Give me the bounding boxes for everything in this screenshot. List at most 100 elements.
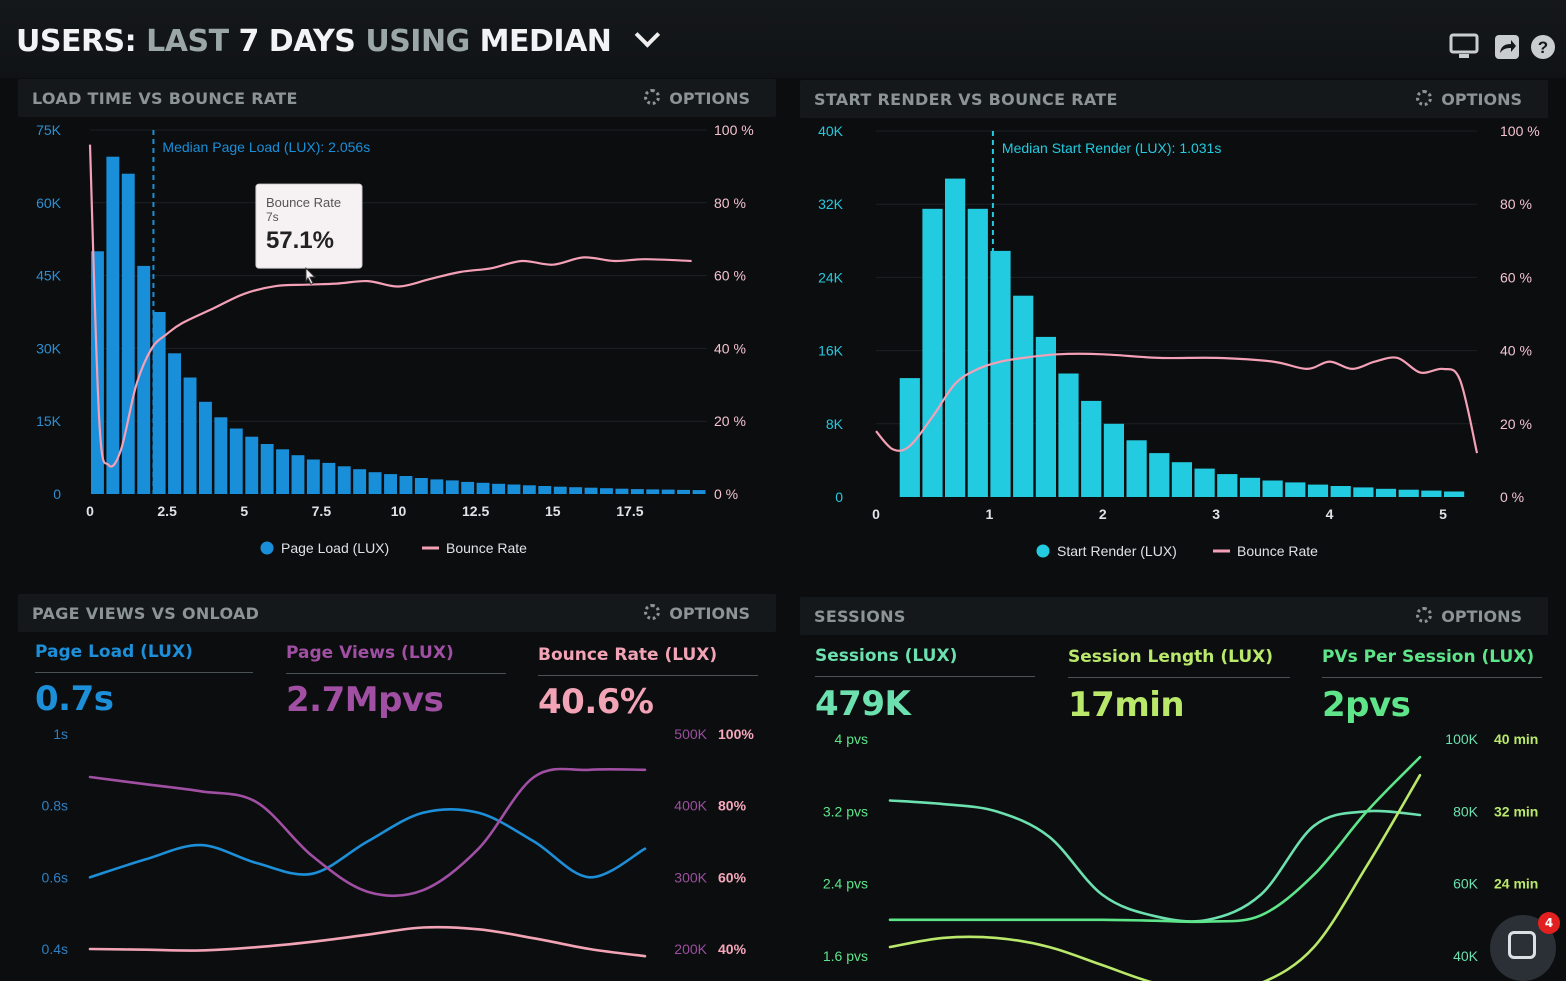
stat-label: Sessions (LUX) [815,646,958,666]
y2-tick-label: 500K [674,726,707,742]
histogram-bar [646,489,660,494]
y-tick-label: 0.4s [42,941,68,957]
histogram-bar [1239,477,1261,497]
panel-title: SESSIONS [814,607,906,626]
monitor-icon[interactable] [1449,33,1479,60]
start-render-chart: 0 8K 16K 24K 32K 40K 0 % 20 % 40 % 60 % 80 % 100 % 0… [818,123,1540,559]
title-segment: USERS: [16,24,137,59]
x-tick-label: 7.5 [312,503,332,519]
series-line [88,807,647,879]
histogram-bar [337,466,351,494]
histogram-bar [1398,489,1419,497]
tooltip-subtitle: 7s [266,210,279,224]
histogram-bar [306,459,320,494]
share-icon[interactable] [1494,34,1520,60]
histogram-bar [137,265,151,494]
stat-divider [286,673,506,674]
histogram-bar [507,484,521,494]
y2-tick-label: 60K [1453,876,1479,892]
y-tick-label: 3.2 pvs [823,803,868,819]
page-views-chart: 0.4s 0.6s 0.8s 1s 200K 300K 400K 500K 40% 60% 80% 1… [42,726,754,958]
histogram-bar [615,488,629,494]
histogram-bar [1126,440,1147,497]
stat-label: Page Load (LUX) [35,642,193,662]
page-title: USERS: LAST 7 DAYS USING MEDIAN [16,22,661,59]
histogram-bar [276,449,289,494]
options-button[interactable]: OPTIONS [644,89,750,108]
load-time-chart: 0 15K 30K 45K 60K 75K 0 % 20 % 40 % 60 % 80 % 100 %… [36,122,754,556]
load-time-panel-header: LOAD TIME VS BOUNCE RATE OPTIONS [18,79,776,117]
x-tick-label: 17.5 [616,503,643,519]
x-tick-label: 3 [1212,506,1220,522]
options-label: OPTIONS [1441,90,1522,109]
histogram-bar [399,476,413,494]
histogram-bar [1330,486,1351,497]
y-tick-label: 1.6 pvs [823,948,868,964]
histogram-bar [353,469,367,494]
y-tick-label: 0 [53,486,61,502]
y2-tick-label: 40K [1453,948,1479,964]
series-line [88,767,647,898]
period-selector[interactable]: 7 DAYS [238,24,356,59]
series-line [88,925,647,958]
y3-tick-label: 80% [718,798,747,814]
y-tick-label: 0 [835,489,843,505]
x-tick-label: 10 [391,503,407,519]
x-tick-label: 15 [545,503,561,519]
x-tick-label: 12.5 [462,503,489,519]
stat-value: 0.7s [35,679,114,719]
histogram-bar [106,156,120,494]
y3-tick-label: 32 min [1494,803,1538,819]
histogram-bar [199,401,212,494]
options-button[interactable]: OPTIONS [1416,607,1522,626]
x-tick-label: 0 [86,503,94,519]
sessions-panel-header: SESSIONS OPTIONS [800,597,1548,635]
histogram-bar [168,353,181,494]
histogram-bar [584,487,598,494]
panel-title: LOAD TIME VS BOUNCE RATE [32,89,298,108]
y2-tick-label: 100 % [1500,123,1540,139]
notification-badge: 4 [1538,912,1560,934]
histogram-bar [152,312,166,494]
stat-value: 479K [815,684,911,724]
stat-label: PVs Per Session (LUX) [1322,647,1535,667]
gear-icon [644,604,661,620]
histogram-bar [229,428,243,494]
options-button[interactable]: OPTIONS [644,604,750,623]
options-label: OPTIONS [669,604,750,623]
histogram-bar [322,462,336,494]
statistic-selector[interactable]: MEDIAN [479,24,612,59]
legend-swatch [260,541,274,555]
legend-entry: Bounce Rate [446,540,527,556]
y3-tick-label: 100% [718,726,754,742]
histogram-bar [1103,423,1124,497]
histogram-bar [677,489,690,494]
y-tick-label: 75K [36,122,62,138]
histogram-bar [661,489,675,494]
histogram-bar [1217,474,1238,497]
y-tick-label: 1s [53,726,68,742]
y-tick-label: 40K [818,123,844,139]
start-render-panel-header: START RENDER VS BOUNCE RATE OPTIONS [800,80,1548,118]
histogram-bar [461,481,475,494]
tooltip-title: Bounce Rate [266,195,341,210]
help-icon[interactable]: ? [1530,34,1556,60]
bounce-rate-line [875,352,1479,454]
histogram-bar [445,480,459,494]
y2-tick-label: 80 % [1500,196,1532,212]
legend-swatch [1036,544,1050,558]
y-tick-label: 15K [36,413,62,429]
page-views-panel-header: PAGE VIEWS VS ONLOAD OPTIONS [18,594,776,632]
bounce-rate-line [88,144,692,468]
stat-label: Bounce Rate (LUX) [538,645,718,665]
options-button[interactable]: OPTIONS [1416,90,1522,109]
histogram-bar [692,490,706,494]
histogram-bar [368,472,382,494]
histogram-bar [538,486,552,494]
histogram-bar [1058,373,1079,497]
x-tick-label: 2 [1099,506,1107,522]
mouse-cursor-icon [305,266,317,285]
panel-title: START RENDER VS BOUNCE RATE [814,90,1118,109]
y-tick-label: 2.4 pvs [823,876,868,892]
y2-tick-label: 40 % [714,340,746,356]
